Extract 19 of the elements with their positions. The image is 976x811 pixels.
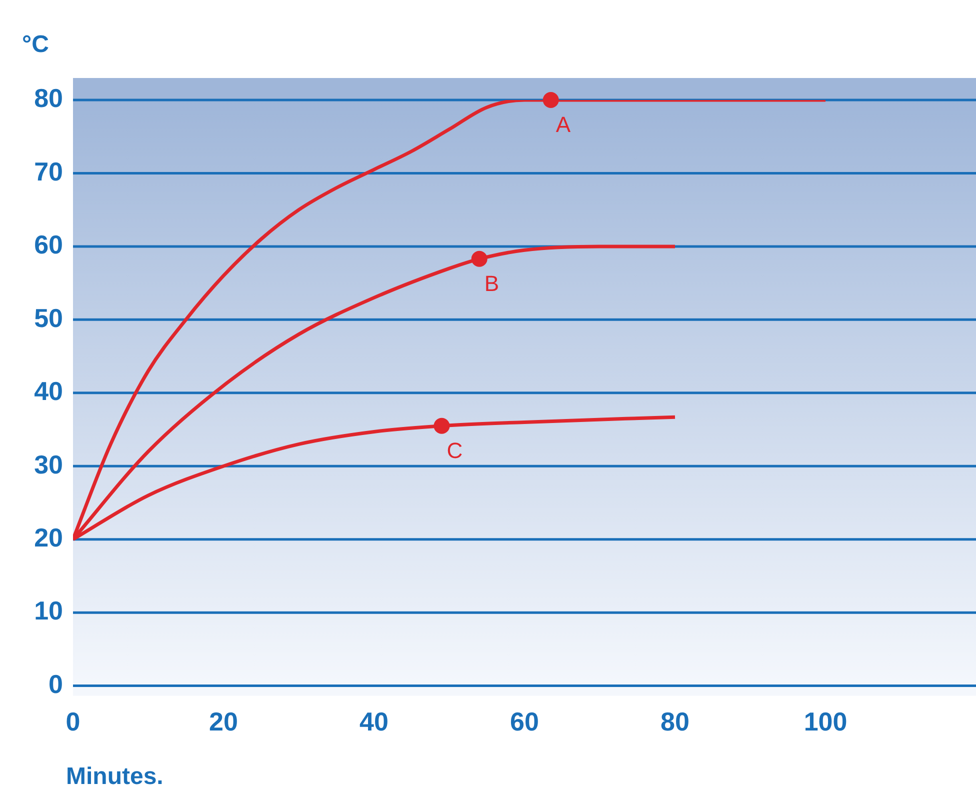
x-tick-label: 80 (660, 706, 690, 737)
annotation: C (446, 438, 463, 463)
y-tick-label: 50 (34, 302, 63, 333)
x-tick-label: 60 (510, 706, 539, 737)
x-tick-label: 40 (360, 706, 388, 737)
y-tick-label: 30 (34, 449, 63, 480)
y-tick-label: 60 (34, 230, 63, 260)
annotation: B (484, 270, 500, 296)
x-axis-title: Minutes. (66, 762, 164, 790)
x-tick-label: 100 (804, 706, 848, 737)
y-tick-label: 40 (34, 376, 63, 406)
y-tick-label: 70 (34, 156, 63, 186)
annotation: A (556, 112, 571, 137)
y-tick-label: 10 (34, 596, 63, 626)
x-tick-label: 20 (209, 706, 238, 737)
y-tick-label: 80 (34, 83, 63, 114)
y-tick-label: 0 (48, 668, 63, 699)
y-axis-title: °C (22, 31, 49, 58)
y-tick-label: 20 (34, 522, 63, 553)
